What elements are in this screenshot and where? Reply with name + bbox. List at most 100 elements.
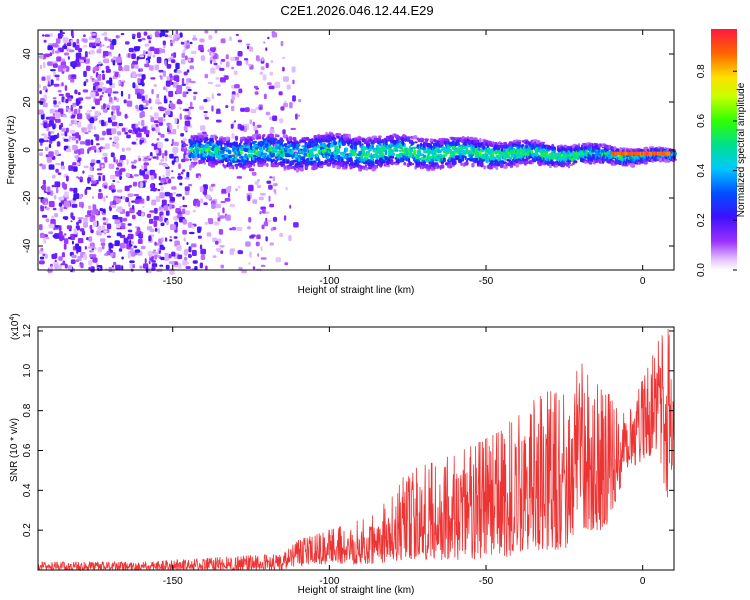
heatmap-noise-cell xyxy=(183,249,188,256)
heatmap-signal-cell xyxy=(268,146,272,150)
heatmap-noise-cell xyxy=(215,111,221,114)
heatmap-noise-cell xyxy=(58,225,62,232)
heatmap-noise-cell xyxy=(61,82,64,87)
heatmap-noise-cell xyxy=(267,36,270,40)
heatmap-signal-cell xyxy=(300,167,304,172)
snr-series-line xyxy=(37,328,675,572)
heatmap-noise-cell xyxy=(164,252,169,257)
heatmap-noise-cell xyxy=(172,128,177,135)
heatmap-signal-cell xyxy=(506,149,509,152)
heatmap-signal-cell xyxy=(380,148,383,152)
heatmap-noise-cell xyxy=(70,79,75,83)
heatmap-noise-cell xyxy=(260,66,265,71)
heatmap-noise-cell xyxy=(256,185,262,189)
heatmap-noise-cell xyxy=(74,108,78,115)
heatmap-noise-cell xyxy=(154,241,157,246)
heatmap-noise-cell xyxy=(91,180,97,184)
heatmap-noise-cell xyxy=(120,176,123,179)
heatmap-noise-cell xyxy=(171,160,175,165)
heatmap-noise-cell xyxy=(183,71,188,76)
heatmap-noise-cell xyxy=(60,161,64,167)
heatmap-noise-cell xyxy=(136,32,141,39)
heatmap-signal-cell xyxy=(437,149,442,153)
heatmap-signal-cell xyxy=(264,159,267,163)
heatmap-noise-cell xyxy=(191,249,197,256)
heatmap-noise-cell xyxy=(111,265,115,268)
heatmap-noise-cell xyxy=(92,257,98,263)
heatmap-noise-cell xyxy=(120,222,125,226)
heatmap-noise-cell xyxy=(75,259,80,262)
heatmap-noise-cell xyxy=(93,66,98,71)
heatmap-signal-cell xyxy=(302,139,305,143)
heatmap-noise-cell xyxy=(255,55,260,61)
heatmap-noise-cell xyxy=(56,187,59,194)
heatmap-noise-cell xyxy=(293,222,299,228)
heatmap-noise-cell xyxy=(204,73,209,79)
heatmap-noise-cell xyxy=(93,125,96,130)
heatmap-signal-cell xyxy=(225,136,229,141)
heatmap-noise-cell xyxy=(208,34,213,40)
heatmap-signal-cell xyxy=(292,159,298,163)
heatmap-signal-cell xyxy=(371,161,375,166)
heatmap-signal-cell xyxy=(561,160,564,163)
heatmap-noise-cell xyxy=(79,194,82,200)
heatmap-signal-cell xyxy=(313,165,316,169)
heatmap-signal-cell xyxy=(459,158,463,163)
heatmap-noise-cell xyxy=(125,197,129,203)
heatmap-noise-cell xyxy=(131,141,136,145)
heatmap-noise-cell xyxy=(182,259,188,266)
heatmap-noise-cell xyxy=(39,235,46,239)
heatmap-signal-cell xyxy=(340,158,344,162)
heatmap-noise-cell xyxy=(63,243,67,250)
heatmap-noise-cell xyxy=(204,30,209,34)
heatmap-signal-cell xyxy=(320,146,323,150)
heatmap-signal-cell xyxy=(389,149,394,153)
heatmap-noise-cell xyxy=(108,185,112,191)
heatmap-signal-cell xyxy=(473,139,477,144)
heatmap-noise-cell xyxy=(181,158,186,163)
heatmap-noise-cell xyxy=(130,161,137,164)
heatmap-noise-cell xyxy=(76,162,80,166)
heatmap-noise-cell xyxy=(265,236,268,242)
heatmap-noise-cell xyxy=(126,159,129,166)
heatmap-signal-cell xyxy=(540,141,546,144)
heatmap-noise-cell xyxy=(58,124,62,130)
heatmap-noise-cell xyxy=(170,176,175,179)
heatmap-signal-cell xyxy=(479,151,482,156)
y-tick-label: -20 xyxy=(22,190,33,205)
heatmap-noise-cell xyxy=(243,58,249,61)
heatmap-noise-cell xyxy=(42,85,47,91)
heatmap-noise-cell xyxy=(289,204,292,209)
heatmap-noise-cell xyxy=(203,111,208,114)
heatmap-signal-cell xyxy=(298,157,301,162)
heatmap-noise-cell xyxy=(272,176,276,182)
heatmap-signal-cell xyxy=(225,149,229,153)
heatmap-noise-cell xyxy=(151,88,154,95)
heatmap-noise-cell xyxy=(114,219,120,225)
heatmap-noise-cell xyxy=(211,52,214,57)
heatmap-noise-cell xyxy=(65,98,69,104)
heatmap-noise-cell xyxy=(57,90,62,93)
heatmap-noise-cell xyxy=(64,85,68,91)
heatmap-signal-cell xyxy=(497,144,502,149)
heatmap-noise-cell xyxy=(248,168,255,172)
heatmap-noise-cell xyxy=(226,61,230,68)
heatmap-noise-cell xyxy=(157,248,160,252)
heatmap-noise-cell xyxy=(67,93,70,99)
heatmap-noise-cell xyxy=(84,214,90,218)
heatmap-signal-cell xyxy=(364,164,368,167)
heatmap-noise-cell xyxy=(188,246,192,253)
heatmap-signal-cell xyxy=(442,157,446,163)
heatmap-signal-cell xyxy=(271,152,276,157)
heatmap-noise-cell xyxy=(60,64,66,69)
heatmap-noise-cell xyxy=(182,49,186,54)
heatmap-noise-cell xyxy=(141,231,144,235)
heatmap-noise-cell xyxy=(136,56,139,61)
heatmap-noise-cell xyxy=(103,230,108,233)
heatmap-noise-cell xyxy=(126,100,133,107)
heatmap-noise-cell xyxy=(182,144,189,147)
heatmap-noise-cell xyxy=(162,40,166,46)
heatmap-noise-cell xyxy=(234,84,240,89)
heatmap-signal-cell xyxy=(292,137,297,141)
heatmap-noise-cell xyxy=(269,71,273,76)
